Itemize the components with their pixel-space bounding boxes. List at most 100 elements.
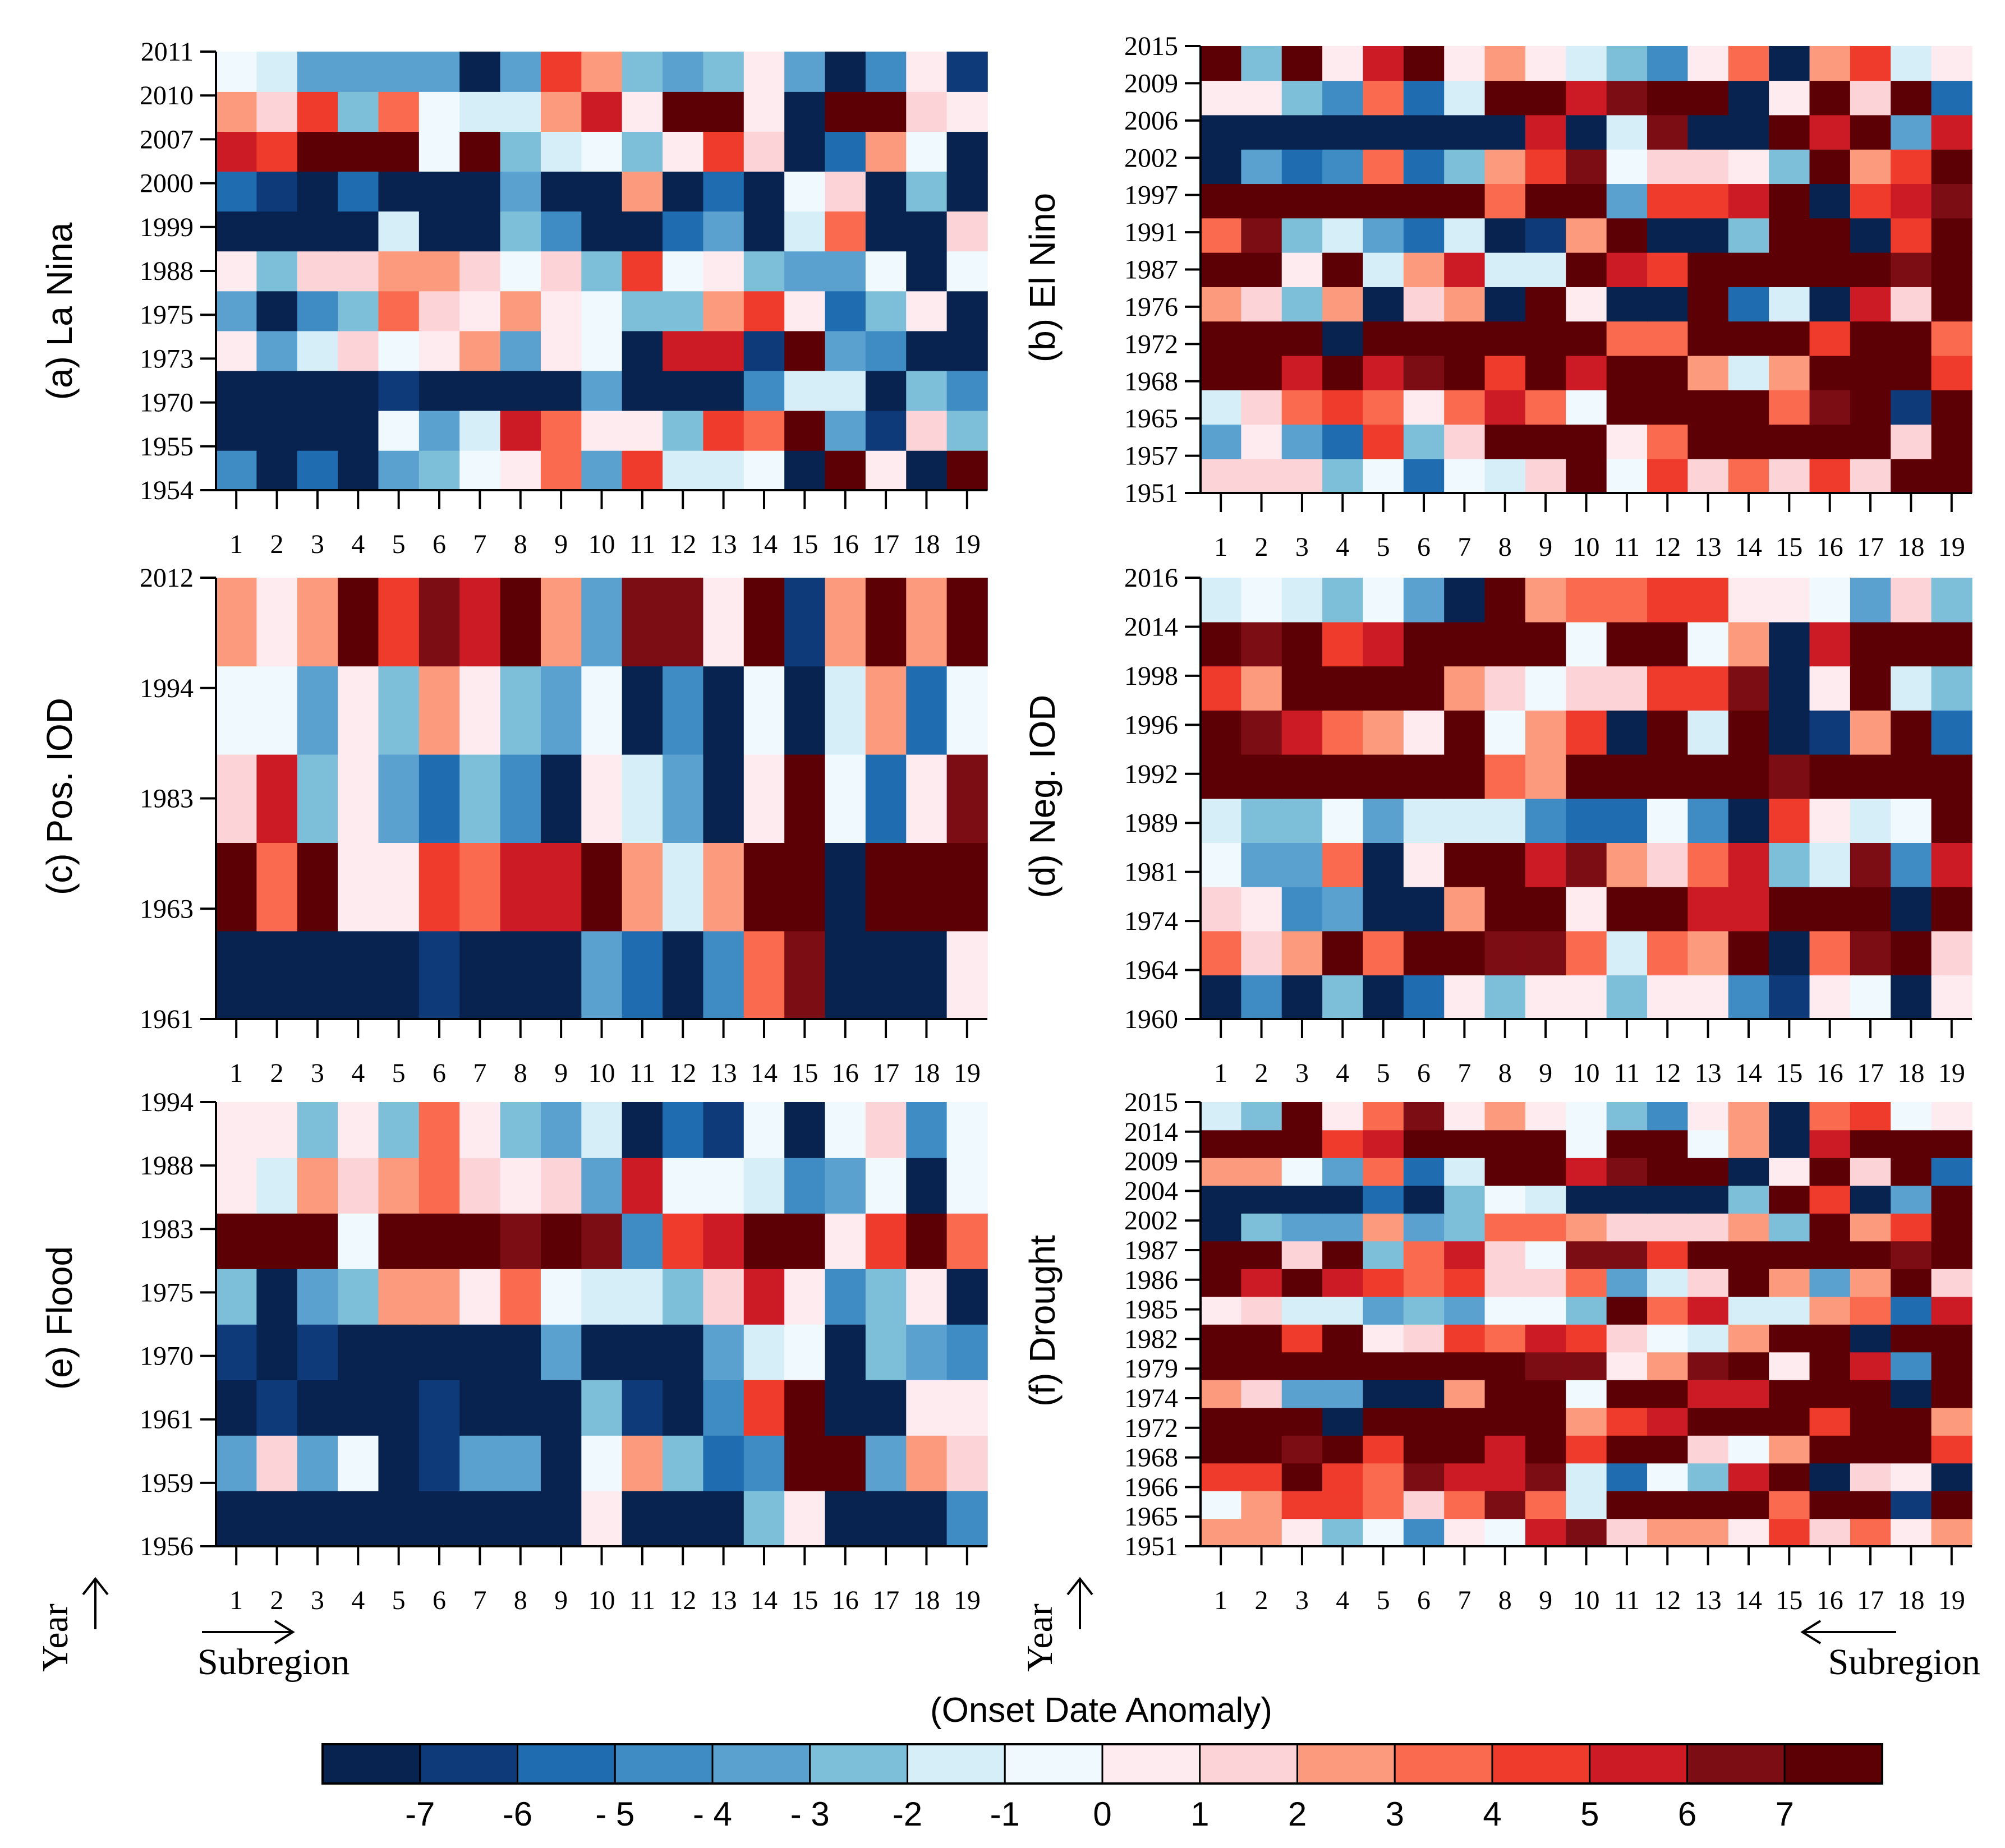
heat-cell-b-1957-r7 bbox=[1444, 424, 1486, 459]
year-tick-label-a-1973: 1973 bbox=[140, 344, 194, 374]
heat-cell-d-1996-r17 bbox=[1850, 710, 1892, 755]
heat-cell-a-1975-r16 bbox=[825, 291, 866, 331]
heat-cell-a-1970-r17 bbox=[865, 370, 907, 411]
heat-cell-f-2015-r17 bbox=[1850, 1102, 1892, 1131]
heat-cell-f-2002-r8 bbox=[1484, 1213, 1526, 1242]
heat-cell-c-2012-r8 bbox=[500, 578, 541, 667]
heat-cell-f-1982-r17 bbox=[1850, 1324, 1892, 1353]
panel-a-la-nina: 1954195519701973197519881999200020072010… bbox=[39, 37, 988, 559]
heat-cell-c-1963-r2 bbox=[256, 842, 298, 932]
heat-cell-b-1976-r7 bbox=[1444, 287, 1486, 322]
heat-cell-d-2016-r3 bbox=[1281, 578, 1323, 623]
heat-cell-f-1985-r1 bbox=[1201, 1296, 1242, 1325]
heat-cell-d-2016-r7 bbox=[1444, 578, 1486, 623]
heat-cell-d-1960-r15 bbox=[1769, 975, 1810, 1020]
heat-cell-c-1983-r11 bbox=[622, 754, 663, 843]
heat-cell-f-2015-r16 bbox=[1809, 1102, 1851, 1131]
heat-cell-b-1997-r4 bbox=[1322, 183, 1364, 219]
year-tick-label-b-1965: 1965 bbox=[1124, 404, 1178, 434]
heat-cell-a-2010-r3 bbox=[297, 91, 338, 132]
heat-cell-a-2000-r1 bbox=[216, 171, 257, 212]
heat-cell-d-1981-r19 bbox=[1931, 842, 1972, 887]
heat-cell-c-2012-r14 bbox=[743, 578, 785, 667]
heat-cell-b-1972-r1 bbox=[1201, 321, 1242, 356]
colorbar-ticks: -7 -6 - 5 - 4 - 3 -2 -1 0 1 2 3 4 5 6 7 bbox=[405, 1795, 1794, 1833]
heat-cell-a-1988-r18 bbox=[906, 251, 948, 292]
heat-cell-e-1959-r10 bbox=[581, 1435, 623, 1491]
heat-cell-f-2002-r3 bbox=[1281, 1213, 1323, 1242]
colorbar-tick-label-5: - 3 bbox=[790, 1795, 830, 1833]
subregion-tick-label-e-5: 5 bbox=[392, 1586, 406, 1615]
heat-cell-d-1974-r9 bbox=[1525, 886, 1567, 932]
heat-cell-c-2012-r9 bbox=[540, 578, 582, 667]
heat-cell-b-1976-r4 bbox=[1322, 287, 1364, 322]
heat-cell-f-1986-r9 bbox=[1525, 1269, 1567, 1297]
heat-cell-f-2015-r10 bbox=[1566, 1102, 1607, 1131]
heat-cell-a-1954-r6 bbox=[419, 450, 461, 491]
heat-cell-b-2009-r14 bbox=[1728, 80, 1769, 116]
heat-cell-c-1983-r1 bbox=[216, 754, 257, 843]
year-tick-label-a-2011: 2011 bbox=[141, 37, 194, 67]
heat-cell-e-1975-r11 bbox=[622, 1269, 663, 1325]
heat-cell-d-1981-r13 bbox=[1687, 842, 1729, 887]
heat-cell-d-1960-r2 bbox=[1241, 975, 1282, 1020]
heat-cell-a-1973-r18 bbox=[906, 330, 948, 371]
heat-cell-d-1964-r3 bbox=[1281, 930, 1323, 976]
heat-cell-a-1970-r3 bbox=[297, 370, 338, 411]
heat-cell-d-1992-r7 bbox=[1444, 754, 1486, 799]
heat-cell-a-1954-r11 bbox=[622, 450, 663, 491]
heat-cell-b-2009-r11 bbox=[1606, 80, 1648, 116]
heat-cell-d-2016-r13 bbox=[1687, 578, 1729, 623]
heat-cell-b-1968-r9 bbox=[1525, 355, 1567, 390]
heat-cell-d-1998-r5 bbox=[1363, 666, 1404, 711]
heat-cell-f-2014-r13 bbox=[1687, 1130, 1729, 1158]
heat-cell-b-1965-r14 bbox=[1728, 390, 1769, 425]
heat-cell-b-2009-r16 bbox=[1809, 80, 1851, 116]
heat-cell-d-1998-r4 bbox=[1322, 666, 1364, 711]
heat-cell-f-1951-r7 bbox=[1444, 1518, 1486, 1547]
heat-cell-a-1988-r4 bbox=[338, 251, 379, 292]
subregion-tick-label-a-13: 13 bbox=[710, 529, 737, 559]
year-tick-label-d-1998: 1998 bbox=[1124, 661, 1178, 691]
heat-cell-b-1987-r17 bbox=[1850, 252, 1892, 287]
heat-cell-c-1983-r16 bbox=[825, 754, 866, 843]
heat-cell-f-2015-r5 bbox=[1363, 1102, 1404, 1131]
heat-cell-a-1973-r16 bbox=[825, 330, 866, 371]
heat-cell-b-2002-r14 bbox=[1728, 149, 1769, 185]
heat-cell-f-2014-r7 bbox=[1444, 1130, 1486, 1158]
heat-cell-e-1988-r12 bbox=[663, 1158, 704, 1214]
heat-cell-d-1964-r1 bbox=[1201, 930, 1242, 976]
heat-cell-d-2014-r5 bbox=[1363, 621, 1404, 667]
heat-cell-b-2015-r8 bbox=[1484, 46, 1526, 81]
heat-cell-d-1992-r16 bbox=[1809, 754, 1851, 799]
subregion-tick-label-f-3: 3 bbox=[1295, 1586, 1309, 1615]
heat-cell-d-1981-r16 bbox=[1809, 842, 1851, 887]
heat-cell-b-1976-r16 bbox=[1809, 287, 1851, 322]
heat-cell-b-1968-r5 bbox=[1363, 355, 1404, 390]
subregion-tick-label-b-2: 2 bbox=[1255, 532, 1268, 562]
heat-cell-a-1988-r11 bbox=[622, 251, 663, 292]
heat-cell-a-2007-r1 bbox=[216, 131, 257, 172]
heat-cell-a-1954-r9 bbox=[540, 450, 582, 491]
year-tick-label-b-1957: 1957 bbox=[1124, 441, 1178, 471]
subregion-tick-label-c-3: 3 bbox=[311, 1058, 324, 1088]
heat-cell-a-1973-r7 bbox=[459, 330, 501, 371]
heat-cell-b-2009-r8 bbox=[1484, 80, 1526, 116]
heat-cell-c-1963-r10 bbox=[581, 842, 623, 932]
heat-cell-a-1955-r14 bbox=[743, 410, 785, 451]
heat-cell-d-1992-r8 bbox=[1484, 754, 1526, 799]
heat-cell-b-2015-r12 bbox=[1647, 46, 1689, 81]
heat-cell-b-2015-r19 bbox=[1931, 46, 1972, 81]
heat-cell-f-1951-r6 bbox=[1403, 1518, 1445, 1547]
heat-cell-c-2012-r2 bbox=[256, 578, 298, 667]
heat-cell-b-1997-r5 bbox=[1363, 183, 1404, 219]
heat-cell-a-2007-r8 bbox=[500, 131, 541, 172]
heat-cell-b-2015-r16 bbox=[1809, 46, 1851, 81]
heat-cell-e-1961-r9 bbox=[540, 1380, 582, 1436]
heat-cell-e-1988-r11 bbox=[622, 1158, 663, 1214]
heat-cell-b-1997-r16 bbox=[1809, 183, 1851, 219]
heat-cell-d-1989-r8 bbox=[1484, 798, 1526, 843]
heat-cell-f-2015-r19 bbox=[1931, 1102, 1972, 1131]
subregion-tick-label-d-9: 9 bbox=[1539, 1058, 1552, 1088]
heat-cell-d-1981-r17 bbox=[1850, 842, 1892, 887]
